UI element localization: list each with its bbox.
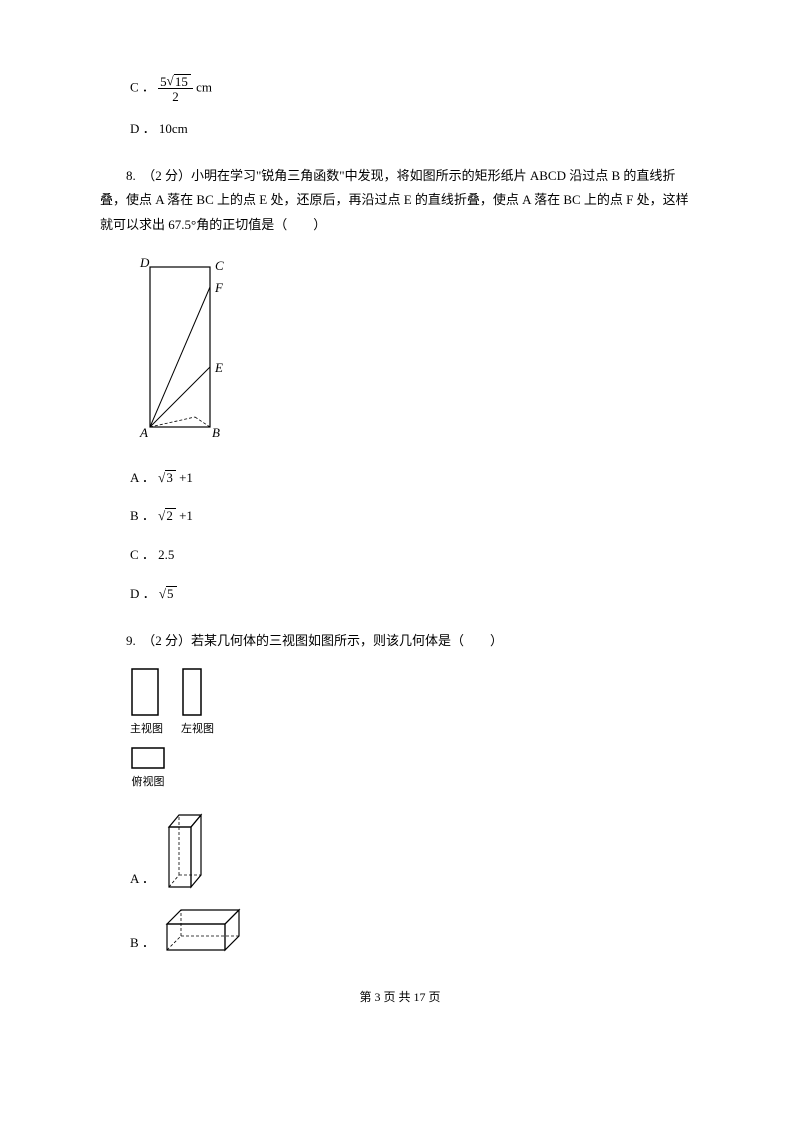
sqrt: √3 [158, 466, 176, 491]
question-8: 8. （2 分）小明在学习"锐角三角函数"中发现，将如图所示的矩形纸片 ABCD… [100, 164, 700, 238]
option-c-q8: C ． 2.5 [130, 543, 700, 568]
option-c-q7: C ． 5√15 2 cm [130, 74, 700, 103]
cuboid-tall-icon [161, 807, 216, 892]
q9-three-views: 主视图 左视图 俯视图 [130, 667, 700, 793]
top-view-label: 俯视图 [130, 772, 166, 793]
option-b-q8: B ． √2 +1 [130, 504, 700, 529]
front-view-icon [130, 667, 160, 717]
fold-diagram-svg: D C F E A B [130, 252, 240, 452]
top-view-icon [130, 746, 166, 770]
sqrt: √2 [158, 504, 176, 529]
sqrt: √15 [167, 74, 191, 88]
label-F: F [214, 280, 224, 295]
front-view-label: 主视图 [130, 719, 163, 740]
sqrt: √5 [159, 582, 177, 607]
option-a-q8: A ． √3 +1 [130, 466, 700, 491]
side-view-icon [181, 667, 203, 717]
label-B: B [212, 425, 220, 440]
label-C: C [215, 258, 224, 273]
label-E: E [214, 360, 223, 375]
fraction: 5√15 2 [158, 74, 193, 103]
q8-diagram: D C F E A B [130, 252, 700, 452]
label-A: A [139, 425, 148, 440]
unit: cm [196, 79, 212, 94]
option-a-q9: A ． [130, 807, 700, 892]
option-d-q8: D ． √5 [130, 582, 700, 607]
option-d-q7: D ． 10cm [130, 117, 700, 142]
label-D: D [139, 255, 150, 270]
question-9: 9. （2 分）若某几何体的三视图如图所示，则该几何体是（ ） [100, 629, 700, 654]
page-footer: 第 3 页 共 17 页 [100, 986, 700, 1009]
option-b-q9: B ． [130, 906, 700, 956]
cuboid-flat-icon [161, 906, 251, 956]
side-view-label: 左视图 [181, 719, 214, 740]
option-label: C ． [130, 79, 155, 94]
